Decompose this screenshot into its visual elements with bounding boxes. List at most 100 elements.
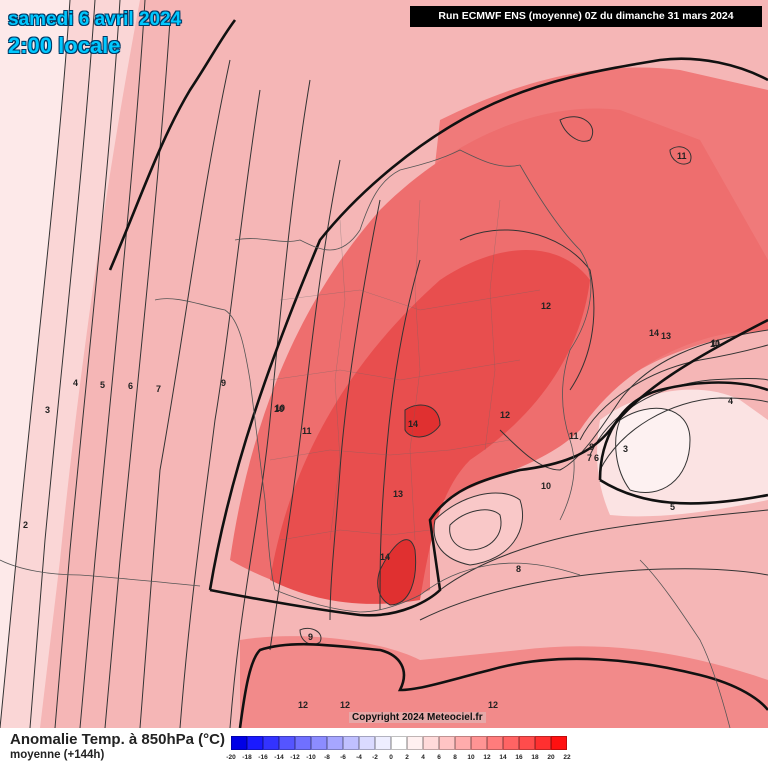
legend-swatch <box>503 736 519 750</box>
contour-label: 12 <box>541 301 551 311</box>
contour-line <box>449 509 502 551</box>
legend-swatch <box>247 736 263 750</box>
contour-label: 10 <box>275 403 285 413</box>
contour-line <box>419 568 768 621</box>
contour-labels: 11 12 14 13 10 4 3 5 8 7 6 2 9 11 10 11 … <box>23 151 733 710</box>
bold-contour <box>238 642 768 728</box>
contour-label: 8 <box>589 442 594 452</box>
legend-tick-label: 8 <box>453 754 457 761</box>
contour-line <box>29 0 96 728</box>
coastline-mediterranean <box>419 562 581 596</box>
legend-tick-label: -6 <box>340 754 346 761</box>
contour-label: 4 <box>728 396 733 406</box>
copyright-notice: Copyright 2024 Meteociel.fr <box>349 712 486 723</box>
contour-line <box>0 0 71 728</box>
cool-band-west <box>0 0 140 728</box>
legend-tick-label: 18 <box>531 754 539 761</box>
contour-line <box>599 397 768 471</box>
contour-label: 7 <box>587 453 592 463</box>
contour-lines <box>0 0 768 728</box>
hot-spot-1 <box>405 405 440 437</box>
contour-label: 13 <box>661 331 671 341</box>
contour-label: 12 <box>500 410 510 420</box>
contour-label: 12 <box>298 700 308 710</box>
bold-contour <box>208 57 768 591</box>
legend-swatch <box>535 736 551 750</box>
contour-line <box>54 0 121 728</box>
coastline-channel <box>234 149 521 251</box>
region-borders <box>269 199 541 541</box>
border-pyrenees <box>274 589 421 613</box>
contour-line <box>329 199 381 621</box>
region-border <box>409 199 421 541</box>
legend-tick-label: -8 <box>324 754 330 761</box>
coastline-italy <box>639 559 731 728</box>
contour-line <box>589 378 768 456</box>
contour-line <box>433 492 524 566</box>
contour-label: 12 <box>488 700 498 710</box>
legend-tick-label: 0 <box>389 754 393 761</box>
contour-line <box>229 79 311 728</box>
legend-tick-label: -4 <box>356 754 362 761</box>
region-border <box>279 289 541 311</box>
legend-swatch <box>487 736 503 750</box>
contour-label: 14 <box>380 552 390 562</box>
contour-label: 10 <box>274 404 284 414</box>
contour-label: 10 <box>541 481 551 491</box>
coastline-atlantic <box>154 298 276 591</box>
temperature-anomaly-map: 11 12 14 13 10 4 3 5 8 7 6 2 9 11 10 11 … <box>0 0 768 728</box>
contour-line <box>179 89 261 728</box>
contour-line <box>404 404 441 438</box>
legend-swatch <box>439 736 455 750</box>
cool-zone-southeast <box>434 492 523 565</box>
contour-label: 12 <box>340 700 350 710</box>
contour-line <box>79 0 146 728</box>
legend-swatch <box>407 736 423 750</box>
contour-line <box>269 159 341 651</box>
legend-tick-label: 22 <box>563 754 571 761</box>
contour-line <box>615 407 691 494</box>
contour-line <box>559 116 594 142</box>
legend-swatch <box>519 736 535 750</box>
contour-line <box>377 539 417 606</box>
legend-swatch <box>231 736 247 750</box>
contour-label: 3 <box>623 444 628 454</box>
contour-line <box>299 627 322 645</box>
hot-spot-2 <box>377 539 416 605</box>
contour-label: 9 <box>308 632 313 642</box>
legend-subtitle: moyenne (+144h) <box>10 749 105 761</box>
contour-label: 5 <box>670 502 675 512</box>
bold-contour <box>598 381 768 481</box>
bold-contours <box>108 19 768 728</box>
legend-title: Anomalie Temp. à 850hPa (°C) <box>10 731 225 748</box>
color-scale <box>231 736 567 750</box>
legend-swatch <box>471 736 487 750</box>
border-east <box>519 164 592 521</box>
contour-label: 10 <box>710 339 720 349</box>
warm-zone-mediterranean <box>240 636 768 728</box>
contour-label: 14 <box>408 419 418 429</box>
legend-swatch <box>375 736 391 750</box>
region-border <box>269 439 511 461</box>
contour-line <box>104 19 171 728</box>
coastline-spain-north <box>0 559 201 587</box>
contour-label: 8 <box>516 564 521 574</box>
legend-swatch <box>455 736 471 750</box>
bold-contour <box>108 19 237 271</box>
contour-label: 14 <box>649 328 659 338</box>
contour-line <box>379 259 421 611</box>
contour-label: 5 <box>100 380 105 390</box>
contour-label: 6 <box>594 453 599 463</box>
legend-bar: Anomalie Temp. à 850hPa (°C) moyenne (+1… <box>0 728 768 768</box>
legend-tick-label: 16 <box>515 754 523 761</box>
legend-tick-label: -10 <box>306 754 316 761</box>
contour-label: 11 <box>711 338 721 348</box>
contour-line <box>139 59 231 728</box>
contour-label: 2 <box>23 520 28 530</box>
contour-label: 11 <box>677 151 687 161</box>
legend-tick-label: 6 <box>437 754 441 761</box>
run-info-banner: Run ECMWF ENS (moyenne) 0Z du dimanche 3… <box>410 6 762 27</box>
contour-label: 9 <box>221 378 226 388</box>
legend-swatch <box>391 736 407 750</box>
